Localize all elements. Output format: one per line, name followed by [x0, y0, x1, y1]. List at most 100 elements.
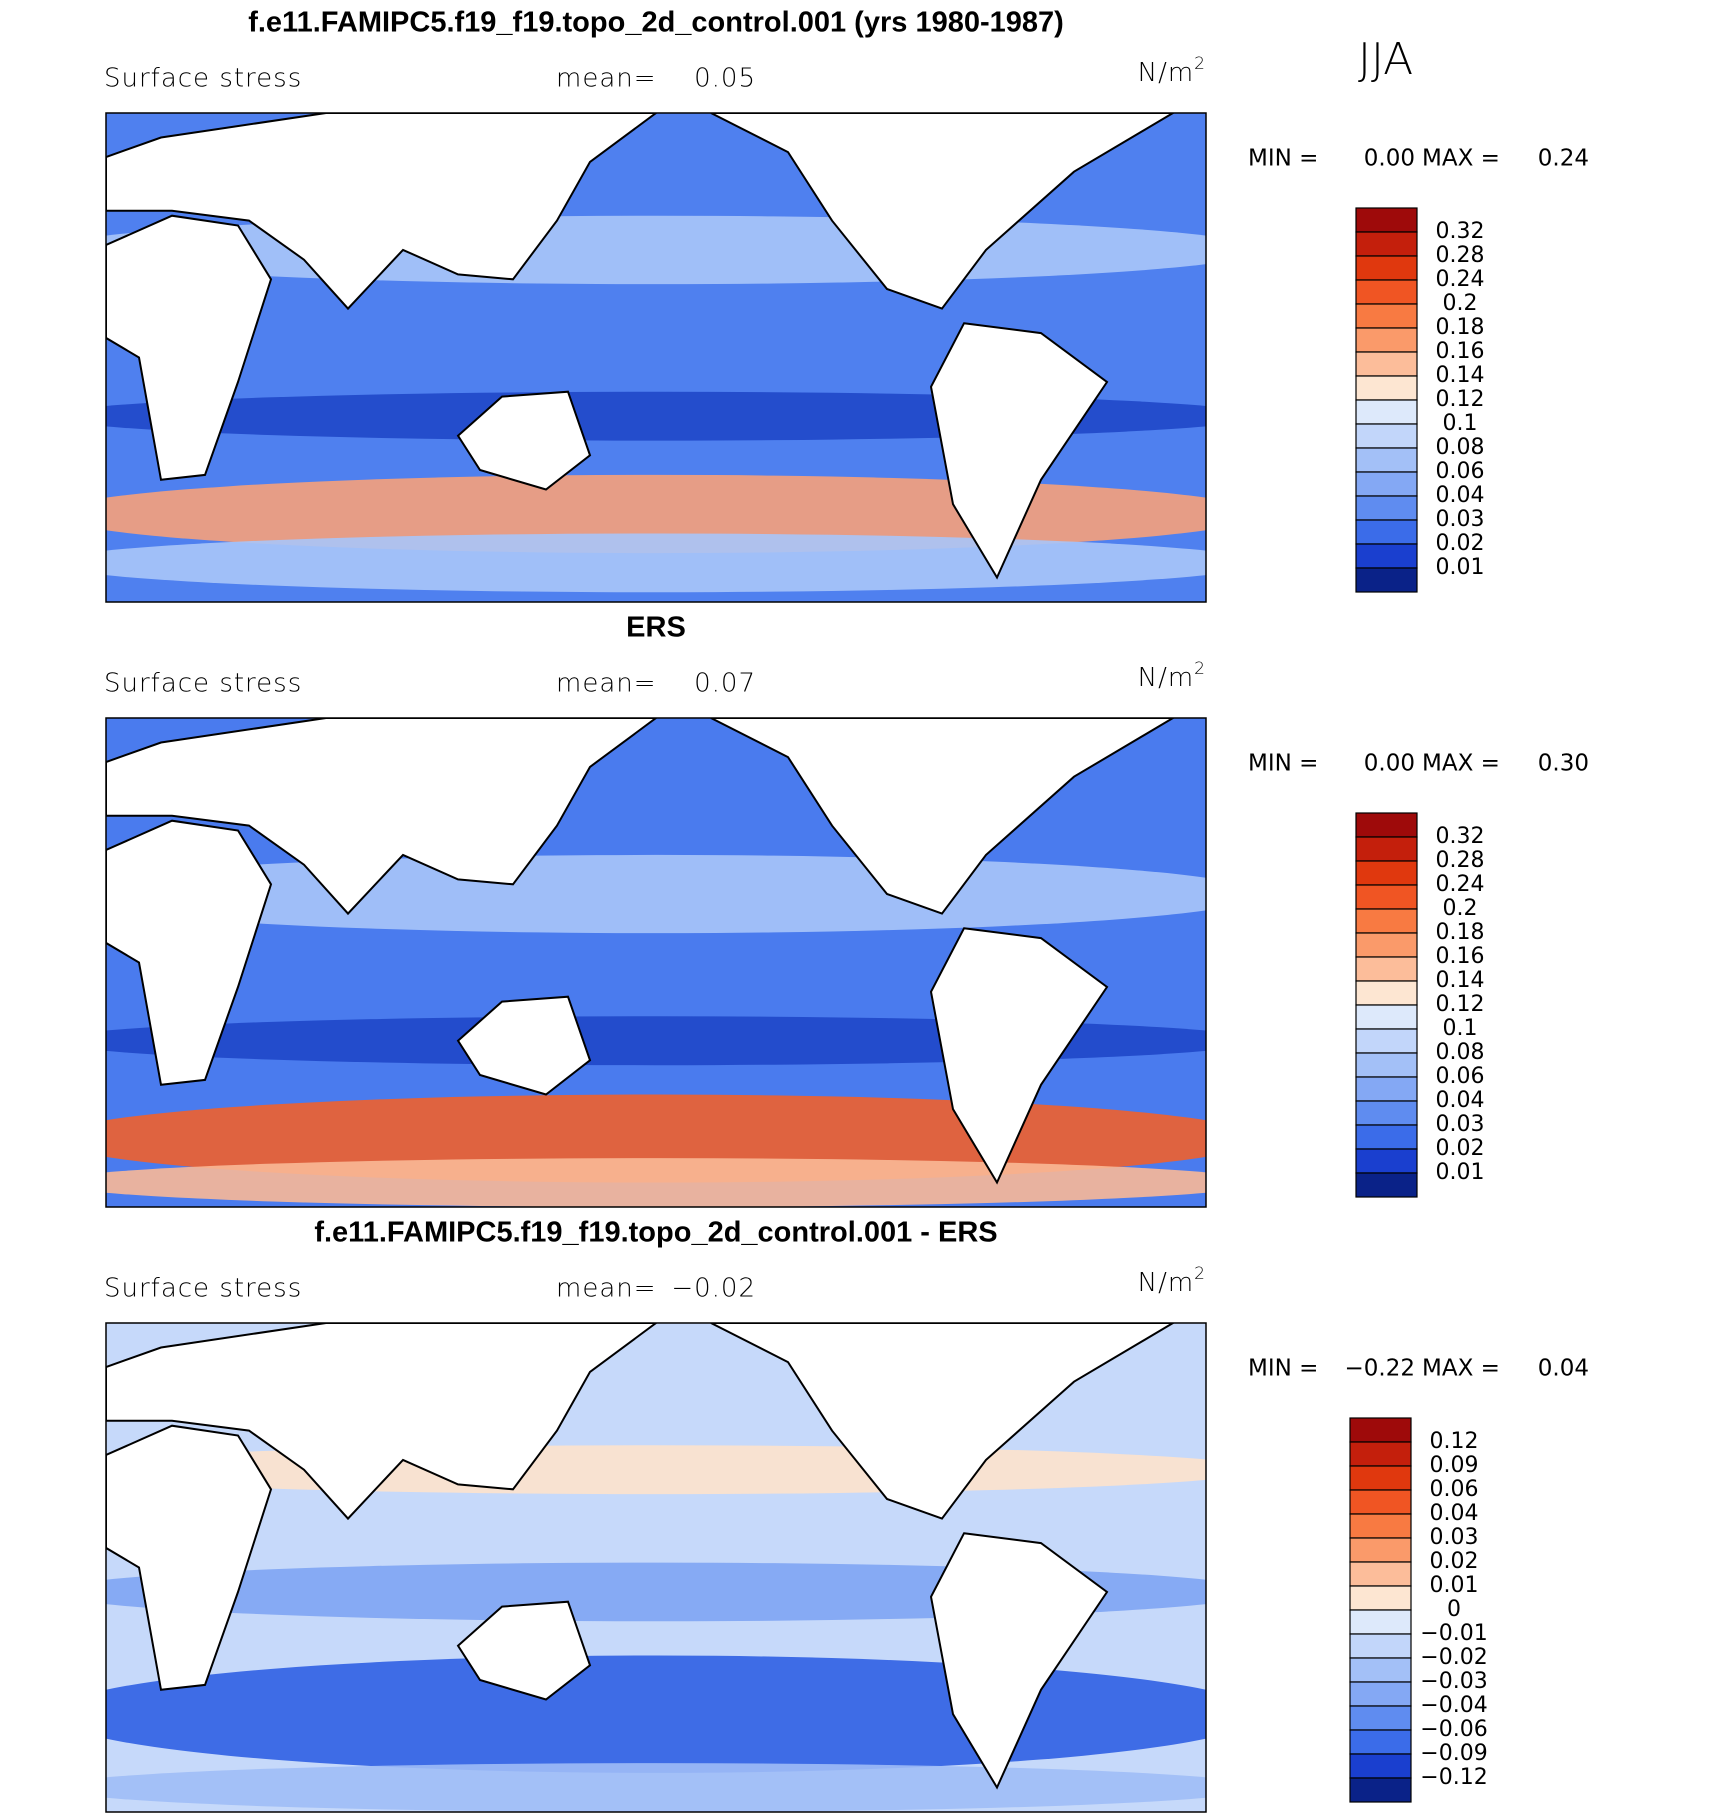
colorbar-box: [1355, 812, 1418, 838]
panel: f.e11.FAMIPC5.f19_f19.topo_2d_control.00…: [104, 1217, 1589, 1813]
continent: [710, 113, 1175, 310]
colorbar-box: [1349, 1441, 1412, 1467]
colorbar-label: −0.09: [1420, 1741, 1487, 1766]
colorbar-label: 0.03: [1436, 1112, 1485, 1137]
continent: [106, 113, 658, 311]
min-value: 0.00: [1364, 146, 1415, 172]
colorbar-label: 0.08: [1436, 1040, 1485, 1065]
colorbar-box: [1355, 423, 1418, 449]
colorbar-box: [1355, 519, 1418, 545]
max-label: MAX =: [1422, 146, 1500, 172]
colorbar-label: 0.04: [1430, 1501, 1479, 1526]
colorbar-box: [1355, 255, 1418, 281]
continent: [106, 1424, 273, 1691]
colorbar-box: [1355, 399, 1418, 425]
continent: [456, 1600, 592, 1701]
colorbar-label: 0.2: [1443, 291, 1478, 316]
colorbar-box: [1355, 471, 1418, 497]
colorbar-box: [1349, 1753, 1412, 1779]
colorbar-label: 0.24: [1436, 872, 1485, 897]
colorbar-label: 0.04: [1436, 1088, 1485, 1113]
colorbar-box: [1349, 1513, 1412, 1539]
continent: [456, 995, 592, 1096]
colorbar-label: −0.02: [1420, 1645, 1487, 1670]
panel-title: f.e11.FAMIPC5.f19_f19.topo_2d_control.00…: [248, 7, 1064, 39]
colorbar-box: [1355, 956, 1418, 982]
stress-band: [106, 1655, 1206, 1773]
colorbar-label: 0.32: [1436, 219, 1485, 244]
units-exponent: 2: [1194, 659, 1206, 679]
colorbar-box: [1355, 836, 1418, 862]
max-label: MAX =: [1422, 1356, 1500, 1382]
colorbar-box: [1355, 1172, 1418, 1198]
colorbar-box: [1355, 447, 1418, 473]
max-label: MAX =: [1422, 751, 1500, 777]
colorbar-box: [1355, 495, 1418, 521]
panel-title: f.e11.FAMIPC5.f19_f19.topo_2d_control.00…: [314, 1217, 997, 1249]
continent: [929, 322, 1109, 580]
mean-label: mean=: [556, 64, 657, 94]
colorbar-label: 0.01: [1436, 555, 1485, 580]
stress-band: [106, 1016, 1206, 1066]
variable-label: Surface stress: [104, 64, 302, 94]
continent: [106, 819, 273, 1086]
colorbar-box: [1349, 1657, 1412, 1683]
panel: f.e11.FAMIPC5.f19_f19.topo_2d_control.00…: [104, 7, 1589, 603]
max-value: 0.04: [1538, 1356, 1589, 1382]
map-frame: [105, 1322, 1207, 1813]
colorbar-label: 0.16: [1436, 944, 1485, 969]
map: [105, 717, 1207, 1208]
continent: [929, 1532, 1109, 1790]
continent: [106, 214, 273, 481]
colorbar-box: [1355, 543, 1418, 569]
units-base: N/m: [1138, 663, 1195, 693]
colorbar-label: 0.12: [1436, 387, 1485, 412]
map: [105, 1322, 1207, 1813]
colorbar-label: −0.12: [1420, 1765, 1487, 1790]
units: N/m2: [1138, 1264, 1206, 1298]
colorbar-label: 0.02: [1436, 531, 1485, 556]
max-value: 0.24: [1538, 146, 1589, 172]
colorbar-label: 0.16: [1436, 339, 1485, 364]
colorbar-box: [1355, 1076, 1418, 1102]
colorbar-label: 0.03: [1436, 507, 1485, 532]
colorbar-label: 0.09: [1430, 1453, 1479, 1478]
colorbar-box: [1349, 1537, 1412, 1563]
colorbar-box: [1349, 1489, 1412, 1515]
colorbar-label: 0.14: [1436, 968, 1485, 993]
colorbar-label: −0.01: [1420, 1621, 1487, 1646]
stress-band: [106, 533, 1206, 593]
colorbar-label: 0.02: [1430, 1549, 1479, 1574]
colorbar-label: 0.12: [1430, 1429, 1479, 1454]
colorbar-box: [1355, 303, 1418, 329]
map-frame: [105, 717, 1207, 1208]
units: N/m2: [1138, 54, 1206, 88]
colorbar-box: [1349, 1777, 1412, 1803]
colorbar-box: [1355, 351, 1418, 377]
colorbar-label: 0.06: [1430, 1477, 1479, 1502]
colorbar-box: [1355, 860, 1418, 886]
continent: [456, 390, 592, 491]
colorbar-label: 0.24: [1436, 267, 1485, 292]
units-exponent: 2: [1194, 1264, 1206, 1284]
colorbar-box: [1355, 884, 1418, 910]
colorbar-label: 0.14: [1436, 363, 1485, 388]
colorbar-label: 0.04: [1436, 483, 1485, 508]
stress-band: [106, 391, 1206, 441]
map: [105, 112, 1207, 603]
colorbar-box: [1355, 1052, 1418, 1078]
colorbar-box: [1355, 327, 1418, 353]
colorbar-label: 0.32: [1436, 824, 1485, 849]
min-value: −0.22: [1345, 1356, 1415, 1382]
stress-band: [106, 1158, 1206, 1207]
colorbar-box: [1355, 279, 1418, 305]
panel-title: ERS: [626, 612, 686, 644]
colorbar-box: [1355, 1148, 1418, 1174]
colorbar-box: [1349, 1705, 1412, 1731]
colorbar-box: [1349, 1729, 1412, 1755]
stress-band: [106, 1763, 1206, 1812]
map-frame: [105, 112, 1207, 603]
units-base: N/m: [1138, 58, 1195, 88]
colorbar-label: −0.03: [1420, 1669, 1487, 1694]
colorbar-box: [1349, 1417, 1412, 1443]
